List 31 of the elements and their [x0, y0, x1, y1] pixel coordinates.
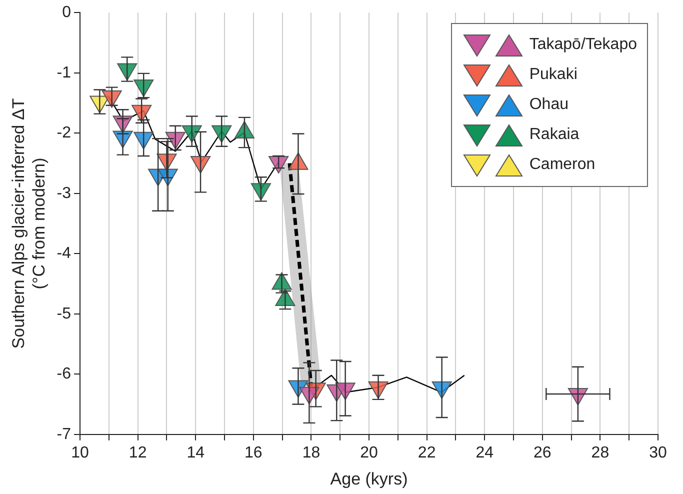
x-tick-label: 20	[360, 444, 378, 462]
legend-label: Cameron	[529, 156, 596, 174]
x-tick-label: 22	[418, 444, 436, 462]
y-tick-label: 0	[62, 4, 72, 22]
x-tick-label: 14	[186, 444, 205, 462]
y-tick-label: -2	[56, 124, 72, 142]
x-tick-label: 12	[128, 444, 147, 462]
legend-label: Pukaki	[529, 66, 578, 84]
y-tick-label: -6	[56, 366, 72, 383]
y-tick-label: -5	[56, 305, 72, 322]
x-tick-label: 26	[534, 444, 552, 462]
legend-label: Takapō/Tekapo	[529, 36, 637, 54]
legend-label: Ohau	[529, 96, 568, 114]
x-tick-label: 28	[591, 444, 610, 462]
y-tick-label: -3	[56, 184, 72, 202]
y-tick-label: -7	[56, 426, 72, 443]
x-tick-label: 30	[649, 444, 667, 462]
point	[190, 156, 211, 174]
y-tick-label: -1	[56, 64, 72, 82]
x-axis-title: Age (kyrs)	[330, 469, 408, 488]
x-tick-label: 18	[302, 444, 320, 462]
point	[117, 63, 138, 81]
y-axis-title: Southern Alps glacier-inferred ΔT (°C from modern)	[8, 98, 48, 349]
point	[250, 183, 271, 201]
y-tick-label: -4	[56, 245, 72, 262]
x-tick-label: 16	[244, 444, 262, 462]
x-tick-label: 10	[71, 444, 90, 462]
point	[134, 80, 154, 98]
legend-label: Rakaia	[529, 126, 580, 144]
x-tick-label: 24	[476, 444, 494, 462]
point	[134, 132, 154, 150]
